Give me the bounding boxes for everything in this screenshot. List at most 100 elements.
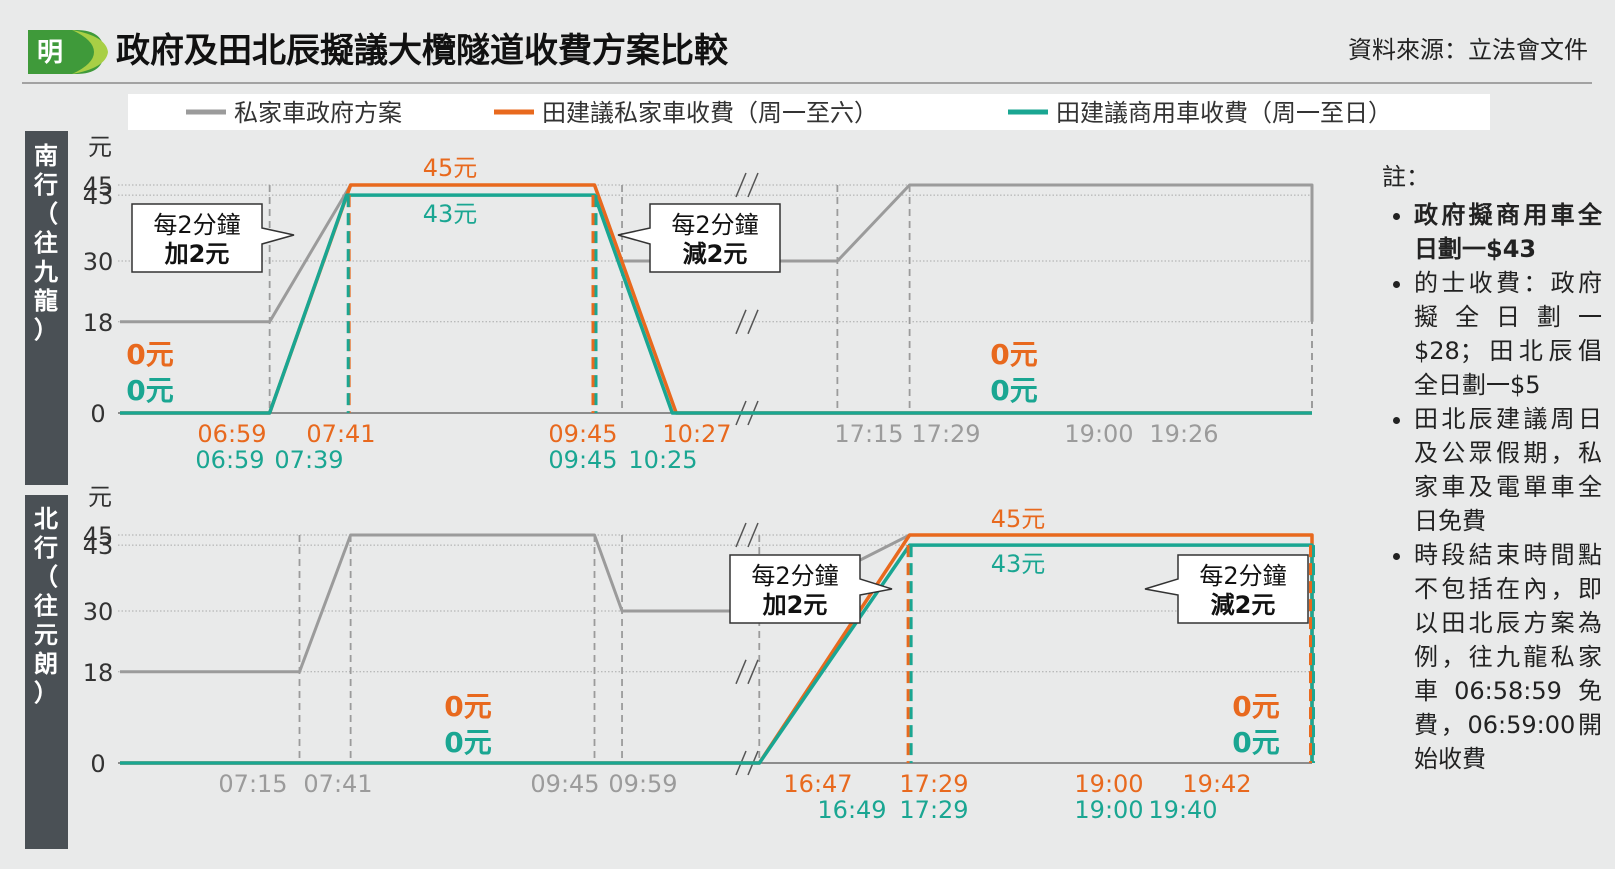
y-tick-label: 0 bbox=[90, 750, 105, 778]
callout-box bbox=[131, 203, 295, 273]
panel-label-char: 往 bbox=[34, 592, 58, 620]
callout-box bbox=[729, 554, 893, 624]
header: 明 政府及田北辰擬議大欖隧道收費方案比較 資料來源：立法會文件 bbox=[22, 30, 1592, 84]
note-item: 田北辰建議周日及公眾假期，私家車及電單車全日免費 bbox=[1414, 402, 1602, 538]
value-label: 0元 bbox=[126, 338, 173, 371]
panel-label-char: 往 bbox=[34, 229, 58, 257]
time-label: 06:59 bbox=[195, 446, 264, 474]
callout-box bbox=[1144, 554, 1309, 624]
panel-label-char: 北 bbox=[34, 505, 58, 533]
panel-label-char: 南 bbox=[34, 142, 58, 170]
axis-break-mark bbox=[735, 172, 747, 198]
time-label: 09:45 bbox=[530, 770, 599, 798]
time-label: 07:41 bbox=[303, 770, 372, 798]
panel-label-char: 龍 bbox=[34, 287, 58, 315]
axis-break-mark bbox=[735, 309, 747, 335]
time-label: 10:27 bbox=[662, 420, 731, 448]
value-label: 45元 bbox=[423, 154, 478, 182]
note-item: 時段結束時間點不包括在內，即以田北辰方案為例，往九龍私家車06:58:59免費，… bbox=[1414, 538, 1602, 776]
time-label: 19:00 bbox=[1064, 420, 1133, 448]
panel-label-char: （ bbox=[34, 563, 58, 591]
north-panel-label: 北行（往元朗） bbox=[33, 505, 58, 707]
axis-break-mark bbox=[735, 522, 747, 548]
value-label: 0元 bbox=[1232, 690, 1279, 723]
value-label: 0元 bbox=[444, 690, 491, 723]
time-label: 19:00 bbox=[1074, 770, 1143, 798]
value-label: 45元 bbox=[991, 505, 1046, 533]
south-panel-bar bbox=[25, 131, 68, 485]
time-label: 19:42 bbox=[1182, 770, 1251, 798]
legend: 私家車政府方案 田建議私家車收費（周一至六） 田建議商用車收費（周一至日） bbox=[128, 94, 1490, 130]
y-unit-label: 元 bbox=[88, 133, 112, 161]
panel-label-char: （ bbox=[34, 200, 58, 228]
time-label: 09:59 bbox=[608, 770, 677, 798]
panel-label-char: 元 bbox=[34, 621, 58, 649]
time-label: 10:25 bbox=[628, 446, 697, 474]
y-tick-label: 30 bbox=[83, 248, 114, 276]
time-label: 07:41 bbox=[306, 420, 375, 448]
logo-text: 明 bbox=[37, 38, 63, 68]
south-chart: 元01830434545元43元0元0元0元0元每2分鐘加2元每2分鐘減2元06… bbox=[83, 133, 1314, 474]
south-panel-label: 南行（往九龍） bbox=[33, 142, 58, 344]
axis-break-mark bbox=[747, 522, 759, 548]
callout-text: 加2元 bbox=[763, 591, 828, 619]
value-label: 43元 bbox=[423, 200, 478, 228]
panel-label-char: 行 bbox=[33, 171, 58, 199]
time-label: 07:39 bbox=[274, 446, 343, 474]
time-label: 07:15 bbox=[218, 770, 287, 798]
callout-box bbox=[617, 203, 781, 273]
north-chart: 元01830434545元43元0元0元0元0元每2分鐘加2元每2分鐘減2元07… bbox=[83, 483, 1315, 824]
y-tick-label: 0 bbox=[90, 400, 105, 428]
time-label: 16:49 bbox=[817, 796, 886, 824]
callout-text: 每2分鐘 bbox=[751, 562, 838, 590]
value-label: 0元 bbox=[126, 374, 173, 407]
notes-list: 政府擬商用車全日劃一$43 的士收費：政府擬全日劃一$28；田北辰倡全日劃一$5… bbox=[1382, 198, 1602, 776]
notes-heading: 註： bbox=[1382, 163, 1430, 191]
note-item: 政府擬商用車全日劃一$43 bbox=[1414, 198, 1602, 266]
time-label: 17:29 bbox=[899, 770, 968, 798]
axis-break-mark bbox=[747, 172, 759, 198]
axis-break-mark bbox=[747, 659, 759, 685]
logo-icon bbox=[28, 30, 104, 74]
value-label: 0元 bbox=[990, 374, 1037, 407]
legend-label-gov: 私家車政府方案 bbox=[234, 99, 402, 127]
panel-label-char: 朗 bbox=[34, 650, 58, 678]
time-label: 09:45 bbox=[548, 446, 617, 474]
time-label: 17:15 bbox=[834, 420, 903, 448]
y-unit-label: 元 bbox=[88, 483, 112, 511]
time-label: 17:29 bbox=[911, 420, 980, 448]
panel-label-char: ） bbox=[34, 679, 58, 707]
y-tick-label: 18 bbox=[83, 659, 114, 687]
series-line bbox=[120, 533, 1314, 674]
y-tick-label: 43 bbox=[83, 532, 114, 560]
legend-box bbox=[128, 94, 1490, 130]
time-label: 06:59 bbox=[197, 420, 266, 448]
legend-label-tin-commercial: 田建議商用車收費（周一至日） bbox=[1056, 99, 1392, 127]
series-line bbox=[120, 193, 1312, 415]
north-panel-bar bbox=[25, 495, 68, 849]
note-item: 的士收費：政府擬全日劃一$28；田北辰倡全日劃一$5 bbox=[1414, 266, 1602, 402]
value-label: 0元 bbox=[1232, 726, 1279, 759]
notes-box: 註： 政府擬商用車全日劃一$43 的士收費：政府擬全日劃一$28；田北辰倡全日劃… bbox=[1382, 160, 1602, 776]
value-label: 0元 bbox=[444, 726, 491, 759]
y-tick-label: 45 bbox=[83, 172, 114, 200]
y-tick-label: 30 bbox=[83, 598, 114, 626]
time-label: 19:00 bbox=[1074, 796, 1143, 824]
source-text: 資料來源：立法會文件 bbox=[1348, 36, 1588, 64]
callout-text: 每2分鐘 bbox=[153, 211, 240, 239]
time-label: 09:45 bbox=[548, 420, 617, 448]
value-label: 0元 bbox=[990, 338, 1037, 371]
panel-label-char: ） bbox=[34, 316, 58, 344]
callout-text: 減2元 bbox=[683, 240, 748, 268]
y-tick-label: 18 bbox=[83, 309, 114, 337]
callout-text: 加2元 bbox=[165, 240, 230, 268]
y-tick-label: 43 bbox=[83, 182, 114, 210]
panel-label-char: 行 bbox=[33, 534, 58, 562]
time-label: 19:40 bbox=[1148, 796, 1217, 824]
time-label: 19:26 bbox=[1149, 420, 1218, 448]
time-label: 16:47 bbox=[783, 770, 852, 798]
logo-swoosh bbox=[72, 30, 108, 74]
panel-label-char: 九 bbox=[33, 258, 58, 286]
axis-break-mark bbox=[735, 659, 747, 685]
